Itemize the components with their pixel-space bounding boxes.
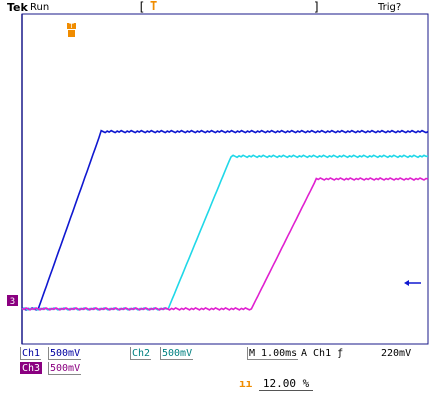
scale-readout-row-2: Ch3 500mV <box>0 362 140 375</box>
trigger-marker-head <box>67 23 76 29</box>
status-bar: Tek Run [ T ] Trig? <box>0 0 429 16</box>
trigger-source[interactable]: A Ch1 ƒ <box>301 348 344 359</box>
traces <box>21 129 429 311</box>
ground-marker: 3 <box>7 295 18 307</box>
ground-marker-box <box>7 295 18 306</box>
run-state: Run <box>30 2 50 13</box>
time-scale[interactable]: M 1.00ms <box>247 347 299 360</box>
ch1-scale[interactable]: 500mV <box>48 347 82 360</box>
position-icon: ıı <box>239 377 253 390</box>
trace-ch1 <box>21 129 429 311</box>
scale-readout-row-1: Ch1 500mV Ch2 500mV M 1.00ms A Ch1 ƒ 220… <box>0 347 429 360</box>
ch3-scale[interactable]: 500mV <box>48 362 82 375</box>
record-left-bracket: [ <box>138 0 146 14</box>
trigger-level[interactable]: 220mV <box>381 348 412 359</box>
trace-ch3 <box>21 177 429 311</box>
trigger-level-arrow-head <box>404 280 409 286</box>
trigger-marker: T <box>67 22 76 37</box>
trigger-marker-letter: T <box>68 22 74 30</box>
trigger-level-arrow <box>404 280 421 286</box>
ground-marker-label: 3 <box>10 297 15 307</box>
ch2-scale[interactable]: 500mV <box>160 347 194 360</box>
trigger-status: Trig? <box>378 2 402 13</box>
position-value: 12.00 % <box>258 377 314 391</box>
brand-label: Tek <box>7 1 28 14</box>
ch1-label[interactable]: Ch1 <box>20 347 42 360</box>
graticule-border <box>21 13 429 345</box>
ch3-label[interactable]: Ch3 <box>20 362 43 374</box>
trigger-position-icon: T <box>150 0 158 13</box>
horizontal-position-readout[interactable]: ıı 12.00 % <box>239 377 314 391</box>
trigger-marker-body <box>68 30 75 37</box>
ch2-label[interactable]: Ch2 <box>130 347 152 360</box>
record-right-bracket: ] <box>313 0 321 14</box>
